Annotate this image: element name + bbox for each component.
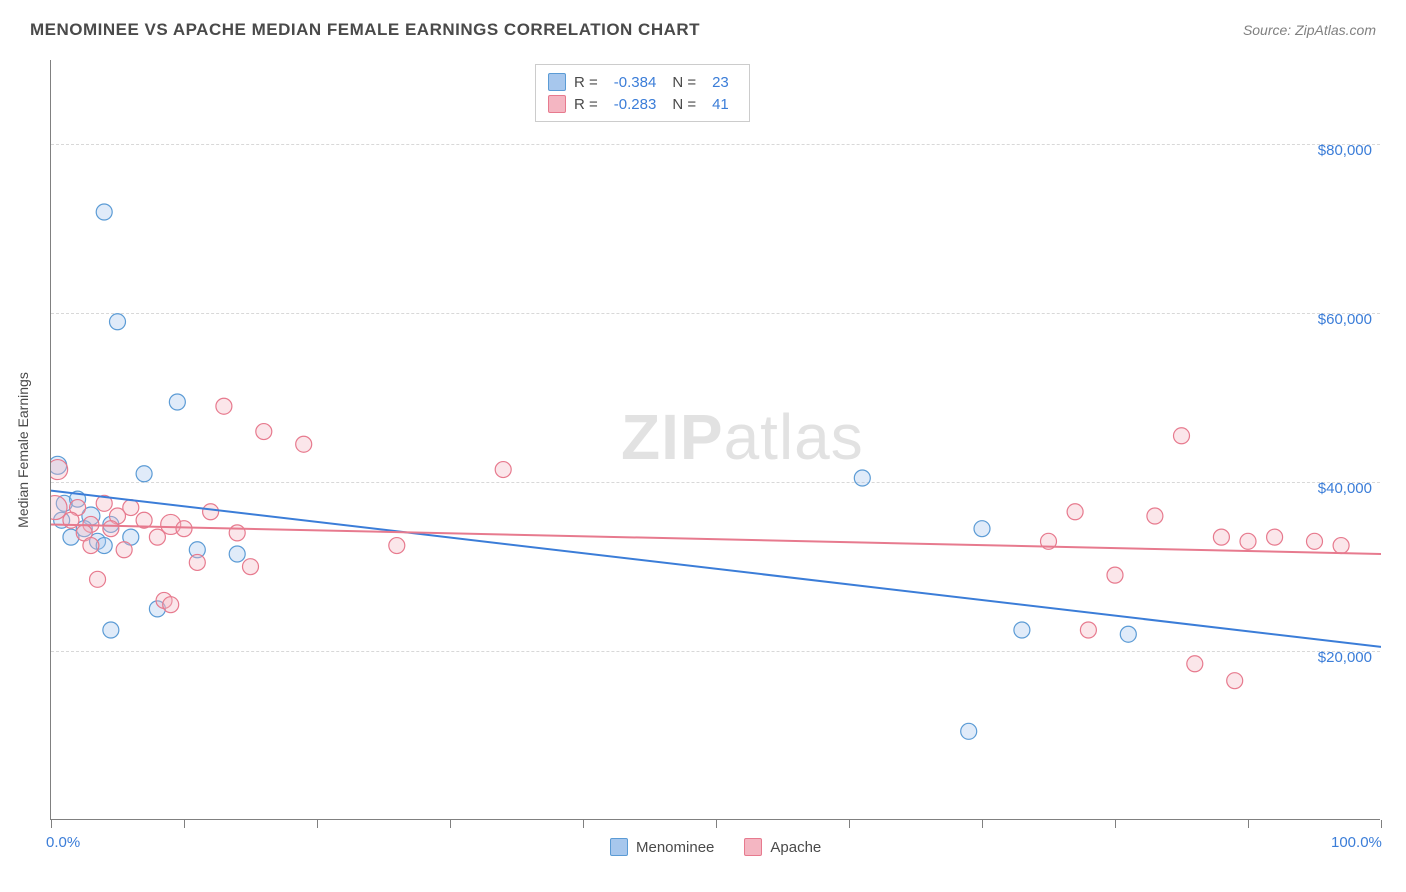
legend-label-apache: Apache (770, 839, 821, 856)
scatter-point (1174, 428, 1190, 444)
scatter-point (1333, 538, 1349, 554)
legend-item-menominee: Menominee (610, 838, 714, 856)
legend-label-menominee: Menominee (636, 839, 714, 856)
trend-line (51, 524, 1381, 554)
scatter-svg (51, 60, 1381, 820)
x-tick (1381, 820, 1382, 828)
x-tick (1115, 820, 1116, 828)
x-tick (184, 820, 185, 828)
scatter-point (974, 521, 990, 537)
scatter-point (203, 504, 219, 520)
r-value-menominee: -0.384 (614, 74, 657, 91)
scatter-point (103, 622, 119, 638)
scatter-point (1107, 567, 1123, 583)
scatter-point (1240, 533, 1256, 549)
scatter-point (136, 466, 152, 482)
y-axis-label-container: Median Female Earnings (8, 350, 38, 550)
n-label: N = (672, 74, 696, 91)
scatter-point (96, 204, 112, 220)
scatter-point (854, 470, 870, 486)
stats-legend: R = -0.384 N = 23 R = -0.283 N = 41 (535, 64, 750, 122)
n-label: N = (672, 96, 696, 113)
scatter-point (1213, 529, 1229, 545)
scatter-point (116, 542, 132, 558)
scatter-point (243, 559, 259, 575)
n-value-menominee: 23 (712, 74, 729, 91)
scatter-point (229, 546, 245, 562)
scatter-point (83, 538, 99, 554)
x-tick-label: 100.0% (1331, 834, 1382, 851)
scatter-point (389, 538, 405, 554)
x-tick-label: 0.0% (46, 834, 80, 851)
scatter-point (90, 571, 106, 587)
scatter-point (1267, 529, 1283, 545)
x-tick (317, 820, 318, 828)
r-label: R = (574, 96, 598, 113)
scatter-point (1187, 656, 1203, 672)
scatter-point (110, 314, 126, 330)
swatch-menominee (548, 73, 566, 91)
scatter-point (229, 525, 245, 541)
scatter-point (216, 398, 232, 414)
r-value-apache: -0.283 (614, 96, 657, 113)
x-tick (849, 820, 850, 828)
scatter-point (1080, 622, 1096, 638)
scatter-point (1014, 622, 1030, 638)
scatter-point (1120, 626, 1136, 642)
scatter-point (1067, 504, 1083, 520)
stats-row-menominee: R = -0.384 N = 23 (548, 71, 737, 93)
scatter-point (149, 529, 165, 545)
x-tick (51, 820, 52, 828)
n-value-apache: 41 (712, 96, 729, 113)
chart-container: ZIPatlas $20,000$40,000$60,000$80,0000.0… (50, 60, 1380, 820)
scatter-point (103, 521, 119, 537)
scatter-point (189, 554, 205, 570)
scatter-point (176, 521, 192, 537)
scatter-point (1147, 508, 1163, 524)
swatch-apache (744, 838, 762, 856)
scatter-point (169, 394, 185, 410)
chart-source: Source: ZipAtlas.com (1243, 22, 1376, 38)
stats-row-apache: R = -0.283 N = 41 (548, 93, 737, 115)
y-axis-label: Median Female Earnings (15, 372, 31, 528)
legend-item-apache: Apache (744, 838, 821, 856)
swatch-apache (548, 95, 566, 113)
x-tick (982, 820, 983, 828)
x-tick (1248, 820, 1249, 828)
scatter-point (495, 462, 511, 478)
chart-header: MENOMINEE VS APACHE MEDIAN FEMALE EARNIN… (0, 0, 1406, 50)
x-tick (716, 820, 717, 828)
x-tick (450, 820, 451, 828)
scatter-point (256, 424, 272, 440)
plot-area: ZIPatlas $20,000$40,000$60,000$80,0000.0… (50, 60, 1380, 820)
scatter-point (961, 723, 977, 739)
r-label: R = (574, 74, 598, 91)
scatter-point (51, 460, 68, 480)
scatter-point (163, 597, 179, 613)
swatch-menominee (610, 838, 628, 856)
x-tick (583, 820, 584, 828)
chart-title: MENOMINEE VS APACHE MEDIAN FEMALE EARNIN… (30, 20, 700, 40)
scatter-point (1227, 673, 1243, 689)
scatter-point (296, 436, 312, 452)
scatter-point (1307, 533, 1323, 549)
series-legend: Menominee Apache (610, 838, 821, 856)
